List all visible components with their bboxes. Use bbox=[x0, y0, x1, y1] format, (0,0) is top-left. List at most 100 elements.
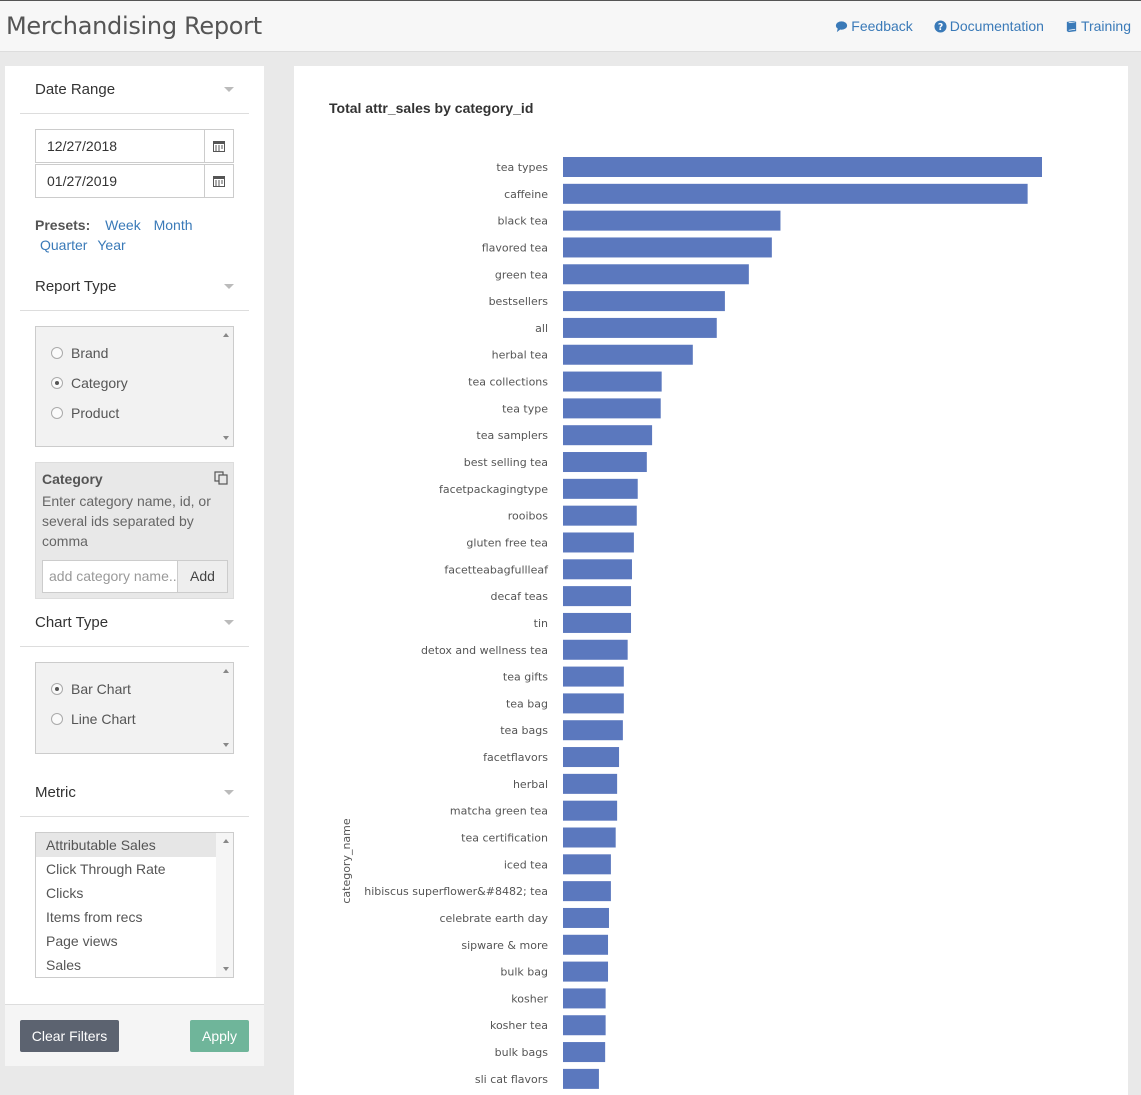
bar[interactable] bbox=[563, 1068, 599, 1089]
bar[interactable] bbox=[563, 210, 781, 231]
bar[interactable] bbox=[563, 693, 624, 714]
bar-chart: category_name tea types caffeine black tea… bbox=[340, 157, 1042, 1089]
preset-quarter[interactable]: Quarter bbox=[40, 237, 88, 253]
metric-scrollbar[interactable] bbox=[216, 833, 233, 977]
radio-brand[interactable] bbox=[51, 347, 63, 359]
report-type-brand[interactable]: Brand bbox=[51, 345, 108, 361]
category-tick-label: celebrate earth day bbox=[439, 912, 548, 925]
bar[interactable] bbox=[563, 532, 634, 553]
documentation-label: Documentation bbox=[949, 18, 1044, 34]
category-tick-label: all bbox=[535, 322, 548, 335]
caret-down-icon bbox=[224, 620, 234, 625]
bar[interactable] bbox=[563, 1042, 606, 1063]
category-tick-label: tea collections bbox=[468, 376, 548, 389]
bar[interactable] bbox=[563, 371, 662, 392]
feedback-link[interactable]: Feedback bbox=[835, 18, 913, 34]
metric-option[interactable]: Click Through Rate bbox=[46, 861, 166, 877]
chart-type-line[interactable]: Line Chart bbox=[51, 711, 136, 727]
bar[interactable] bbox=[563, 478, 638, 499]
y-axis-label: category_name bbox=[340, 818, 353, 904]
bar[interactable] bbox=[563, 344, 693, 365]
chart-type-options: Bar Chart Line Chart bbox=[35, 662, 234, 754]
preset-year[interactable]: Year bbox=[97, 237, 126, 253]
start-date-input[interactable]: 12/27/2018 bbox=[35, 129, 234, 163]
bar[interactable] bbox=[563, 639, 628, 660]
report-type-label: Report Type bbox=[35, 278, 117, 295]
bar[interactable] bbox=[563, 425, 653, 446]
metric-list[interactable]: Attributable Sales Click Through Rate Cl… bbox=[35, 832, 234, 978]
category-tick-label: tea gifts bbox=[503, 671, 548, 684]
metric-option[interactable]: Page views bbox=[46, 933, 118, 949]
bar[interactable] bbox=[563, 934, 609, 955]
app-title: Merchandising Report bbox=[6, 12, 262, 40]
bar[interactable] bbox=[563, 505, 637, 526]
bar[interactable] bbox=[563, 1015, 606, 1036]
book-icon bbox=[1066, 20, 1077, 32]
bar[interactable] bbox=[563, 157, 1042, 177]
training-link[interactable]: Training bbox=[1065, 18, 1131, 34]
scroll-down-icon[interactable] bbox=[223, 436, 229, 440]
caret-down-icon bbox=[224, 790, 234, 795]
apply-button[interactable]: Apply bbox=[190, 1020, 249, 1052]
clear-filters-button[interactable]: Clear Filters bbox=[20, 1020, 119, 1052]
metric-option[interactable]: Clicks bbox=[46, 885, 84, 901]
calendar-icon[interactable] bbox=[204, 130, 233, 162]
documentation-link[interactable]: ? Documentation bbox=[934, 18, 1044, 34]
bar[interactable] bbox=[563, 881, 611, 902]
metric-header[interactable]: Metric bbox=[20, 769, 249, 817]
report-type-category[interactable]: Category bbox=[51, 375, 128, 391]
bar[interactable] bbox=[563, 452, 647, 473]
bar[interactable] bbox=[563, 773, 618, 794]
copy-icon[interactable] bbox=[214, 471, 228, 485]
radio-bar-chart[interactable] bbox=[51, 683, 63, 695]
end-date-value: 01/27/2019 bbox=[47, 173, 118, 189]
category-tick-label: iced tea bbox=[504, 858, 548, 871]
bar[interactable] bbox=[563, 854, 611, 875]
category-tick-label: herbal bbox=[513, 778, 548, 791]
bar[interactable] bbox=[563, 398, 661, 419]
radio-category[interactable] bbox=[51, 377, 63, 389]
bar[interactable] bbox=[563, 747, 620, 768]
bar[interactable] bbox=[563, 988, 606, 1009]
scroll-up-icon[interactable] bbox=[223, 839, 229, 843]
preset-week[interactable]: Week bbox=[105, 217, 141, 233]
report-type-header[interactable]: Report Type bbox=[20, 263, 249, 311]
category-tick-label: best selling tea bbox=[464, 456, 548, 469]
bar[interactable] bbox=[563, 827, 616, 848]
bar[interactable] bbox=[563, 291, 725, 312]
category-tick-label: caffeine bbox=[504, 188, 548, 201]
scroll-up-icon[interactable] bbox=[223, 669, 229, 673]
scroll-down-icon[interactable] bbox=[223, 743, 229, 747]
bar[interactable] bbox=[563, 666, 624, 687]
add-category-button[interactable]: Add bbox=[177, 560, 228, 593]
chart-type-bar[interactable]: Bar Chart bbox=[51, 681, 131, 697]
date-range-header[interactable]: Date Range bbox=[20, 66, 249, 114]
end-date-input[interactable]: 01/27/2019 bbox=[35, 164, 234, 198]
category-tick-label: tea samplers bbox=[476, 429, 548, 442]
bar[interactable] bbox=[563, 612, 632, 633]
bar[interactable] bbox=[563, 961, 609, 982]
scroll-down-icon[interactable] bbox=[223, 967, 229, 971]
bar[interactable] bbox=[563, 183, 1028, 204]
bar[interactable] bbox=[563, 800, 618, 821]
metric-option[interactable]: Attributable Sales bbox=[36, 833, 217, 857]
bar[interactable] bbox=[563, 559, 632, 580]
bar[interactable] bbox=[563, 264, 749, 285]
chart-type-header[interactable]: Chart Type bbox=[20, 599, 249, 647]
metric-option[interactable]: Items from recs bbox=[46, 909, 143, 925]
category-input[interactable]: add category name... bbox=[42, 560, 178, 593]
bar[interactable] bbox=[563, 586, 632, 607]
radio-product[interactable] bbox=[51, 407, 63, 419]
bar[interactable] bbox=[563, 317, 717, 338]
bar[interactable] bbox=[563, 907, 609, 928]
category-tick-label: hibiscus superflower&#8482; tea bbox=[364, 885, 548, 898]
category-tick-label: tea bag bbox=[506, 697, 548, 710]
preset-month[interactable]: Month bbox=[153, 217, 193, 233]
scroll-up-icon[interactable] bbox=[223, 333, 229, 337]
calendar-icon[interactable] bbox=[204, 165, 233, 197]
bar[interactable] bbox=[563, 720, 623, 741]
report-type-product[interactable]: Product bbox=[51, 405, 119, 421]
metric-option[interactable]: Sales bbox=[46, 957, 82, 973]
radio-line-chart[interactable] bbox=[51, 713, 63, 725]
bar[interactable] bbox=[563, 237, 772, 258]
